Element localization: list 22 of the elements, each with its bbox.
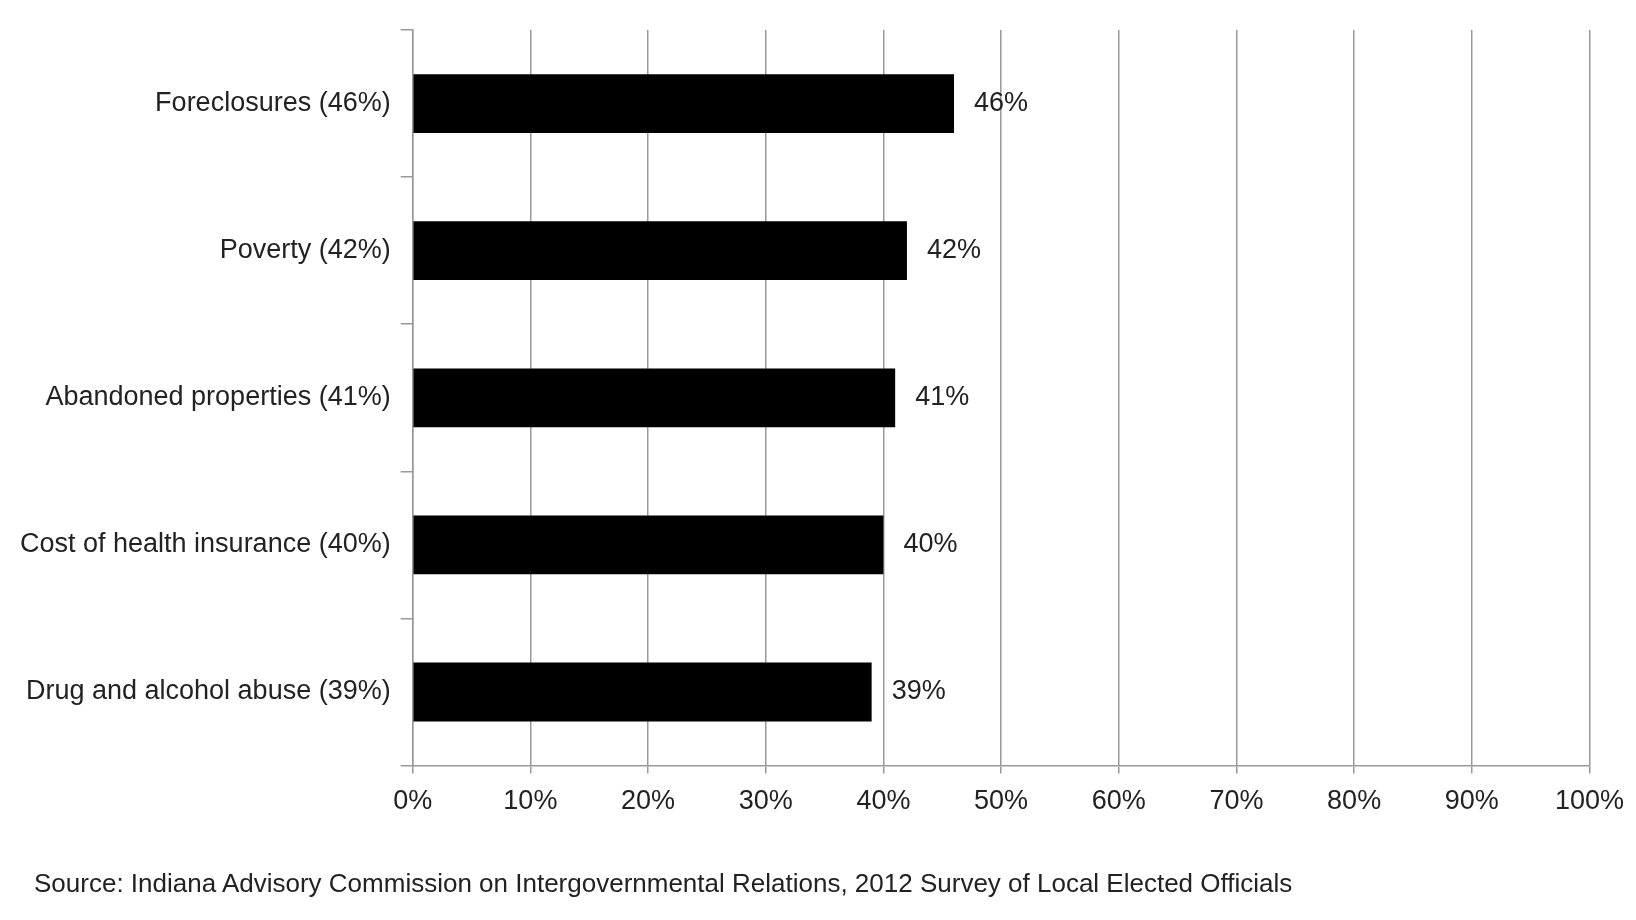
source-note: Source: Indiana Advisory Commission on Intergovernmental Relations, 2012 Survey of Local Elected Officials xyxy=(34,868,1293,899)
x-tick-label: 0% xyxy=(393,785,433,816)
data-label: 40% xyxy=(903,528,958,559)
x-tick-label: 90% xyxy=(1444,785,1499,816)
x-tick-label: 80% xyxy=(1327,785,1382,816)
x-tick-label: 100% xyxy=(1554,785,1624,816)
y-tick-label: Foreclosures (46%) xyxy=(155,87,391,118)
x-tick-label: 50% xyxy=(974,785,1029,816)
y-tick-label: Abandoned properties (41%) xyxy=(45,381,391,412)
data-label: 46% xyxy=(974,87,1029,118)
x-tick-label: 40% xyxy=(856,785,911,816)
y-tick-label: Drug and alcohol abuse (39%) xyxy=(25,675,391,706)
data-label: 39% xyxy=(891,675,946,706)
x-tick-label: 30% xyxy=(738,785,793,816)
data-label: 41% xyxy=(915,381,970,412)
y-tick-label: Poverty (42%) xyxy=(219,234,391,265)
x-tick-label: 20% xyxy=(621,785,676,816)
data-label: 42% xyxy=(926,234,981,265)
x-tick-label: 60% xyxy=(1091,785,1146,816)
y-tick-label: Cost of health insurance (40%) xyxy=(19,528,391,559)
x-tick-label: 70% xyxy=(1209,785,1264,816)
x-tick-label: 10% xyxy=(503,785,558,816)
